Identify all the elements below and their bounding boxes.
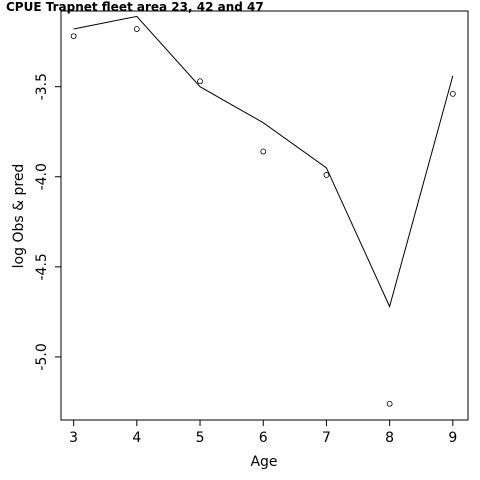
observed-point bbox=[197, 78, 203, 85]
observed-point bbox=[323, 172, 330, 178]
observed-point bbox=[449, 90, 456, 97]
y-tick-label: -4.0 bbox=[34, 163, 50, 190]
predicted-line bbox=[73, 15, 454, 308]
x-tick-label: 4 bbox=[132, 430, 141, 446]
observed-point bbox=[70, 33, 77, 40]
y-axis: -3.5 -4.0 -4.5 -5.0 bbox=[34, 73, 61, 371]
observed-point bbox=[133, 26, 140, 32]
y-axis-label: log Obs & pred bbox=[11, 164, 27, 269]
x-tick-label: 7 bbox=[322, 430, 331, 446]
y-tick-label: -5.0 bbox=[34, 343, 50, 370]
plot-frame bbox=[60, 10, 469, 421]
series-layer bbox=[70, 15, 456, 407]
x-tick-label: 8 bbox=[385, 430, 394, 446]
x-tick-label: 6 bbox=[259, 430, 268, 446]
x-axis-label: Age bbox=[250, 454, 277, 470]
x-tick-label: 3 bbox=[69, 430, 78, 446]
observed-point bbox=[386, 400, 393, 407]
chart-title: CPUE Trapnet fleet area 23, 42 and 47 bbox=[6, 0, 264, 14]
observed-point bbox=[260, 148, 267, 155]
x-tick-label: 9 bbox=[448, 430, 457, 446]
x-axis: 3 4 5 6 7 8 9 bbox=[69, 420, 457, 446]
y-tick-label: -3.5 bbox=[34, 73, 50, 100]
x-tick-label: 5 bbox=[196, 430, 205, 446]
y-tick-label: -4.5 bbox=[34, 253, 50, 280]
